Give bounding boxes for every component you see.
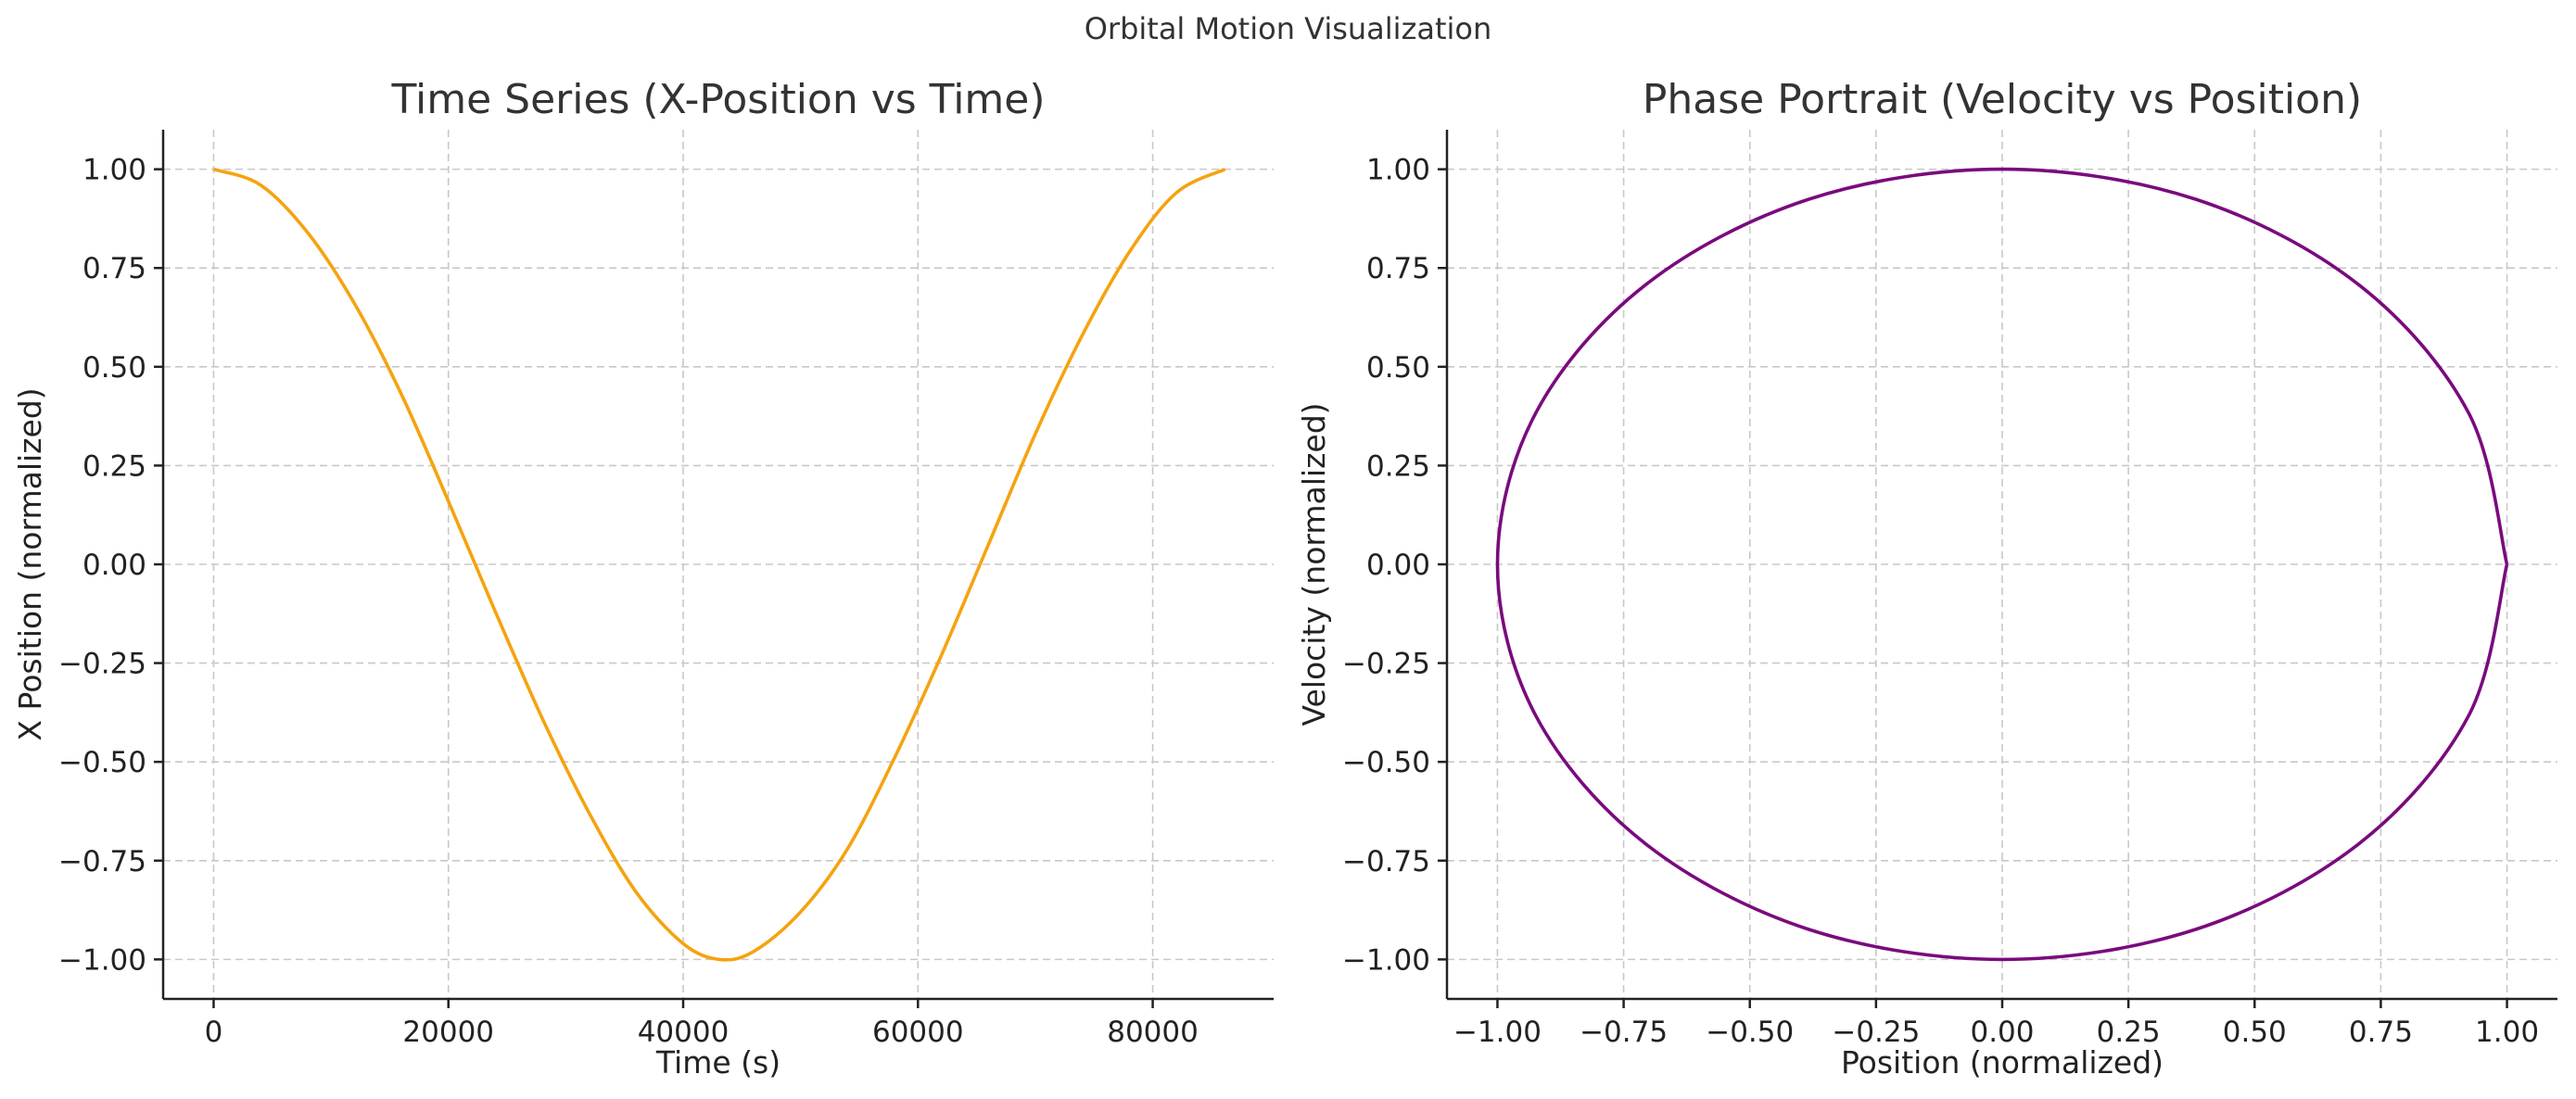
x-tick-label: 60000	[872, 1016, 964, 1049]
y-tick-label: 0.25	[1366, 449, 1430, 483]
y-tick-label: −0.75	[58, 845, 146, 878]
y-tick-label: 0.50	[1366, 351, 1430, 385]
x-tick-label: 20000	[402, 1016, 494, 1049]
x-tick-label: 40000	[638, 1016, 730, 1049]
x-axis-label: Time (s)	[655, 1044, 780, 1080]
panel-2: −1.00 −0.75 −0.50 −0.25 0.00 0.25 0.50 0.75 1.00…	[1296, 76, 2557, 1080]
panel-1: 0 20000 40000 60000 80000 1.00 0.75 0.50 0.25 0.0…	[12, 76, 1274, 1080]
panel-title: Time Series (X-Position vs Time)	[390, 76, 1045, 123]
y-tick-label: −0.75	[1342, 845, 1430, 878]
x-tick-label: 1.00	[2475, 1016, 2539, 1049]
x-tick-label: −0.25	[1832, 1016, 1920, 1049]
y-tick-label: −1.00	[1342, 943, 1430, 977]
x-tick-label: 0.25	[2097, 1016, 2161, 1049]
series-line	[212, 167, 1226, 962]
panel-title: Phase Portrait (Velocity vs Position)	[1643, 76, 2362, 123]
y-tick-label: −0.25	[1342, 648, 1430, 681]
y-tick-label: 0.75	[82, 252, 146, 285]
y-tick-label: 1.00	[82, 154, 146, 187]
y-tick-label: 0.50	[82, 351, 146, 385]
y-tick-label: −0.25	[58, 648, 146, 681]
y-tick-label: 0.25	[82, 449, 146, 483]
y-axis-label: X Position (normalized)	[12, 387, 48, 740]
figure-suptitle: Orbital Motion Visualization	[1084, 11, 1492, 46]
y-tick-label: 0.00	[82, 549, 146, 582]
y-tick-label: −0.50	[1342, 746, 1430, 779]
x-axis-label: Position (normalized)	[1841, 1044, 2164, 1080]
x-tick-label: −0.75	[1580, 1016, 1668, 1049]
y-tick-label: 0.75	[1366, 252, 1430, 285]
y-tick-label: 1.00	[1366, 154, 1430, 187]
x-tick-label: 0.75	[2349, 1016, 2413, 1049]
x-tick-label: 0.00	[1970, 1016, 2034, 1049]
x-tick-label: 0	[205, 1016, 223, 1049]
x-tick-label: −1.00	[1453, 1016, 1542, 1049]
x-tick-label: −0.50	[1706, 1016, 1794, 1049]
x-tick-label: 0.50	[2223, 1016, 2287, 1049]
y-tick-label: 0.00	[1366, 549, 1430, 582]
y-tick-label: −0.50	[58, 746, 146, 779]
y-tick-label: −1.00	[58, 943, 146, 977]
x-tick-label: 80000	[1107, 1016, 1199, 1049]
series-line	[1495, 167, 2509, 962]
y-axis-label: Velocity (normalized)	[1296, 402, 1332, 726]
